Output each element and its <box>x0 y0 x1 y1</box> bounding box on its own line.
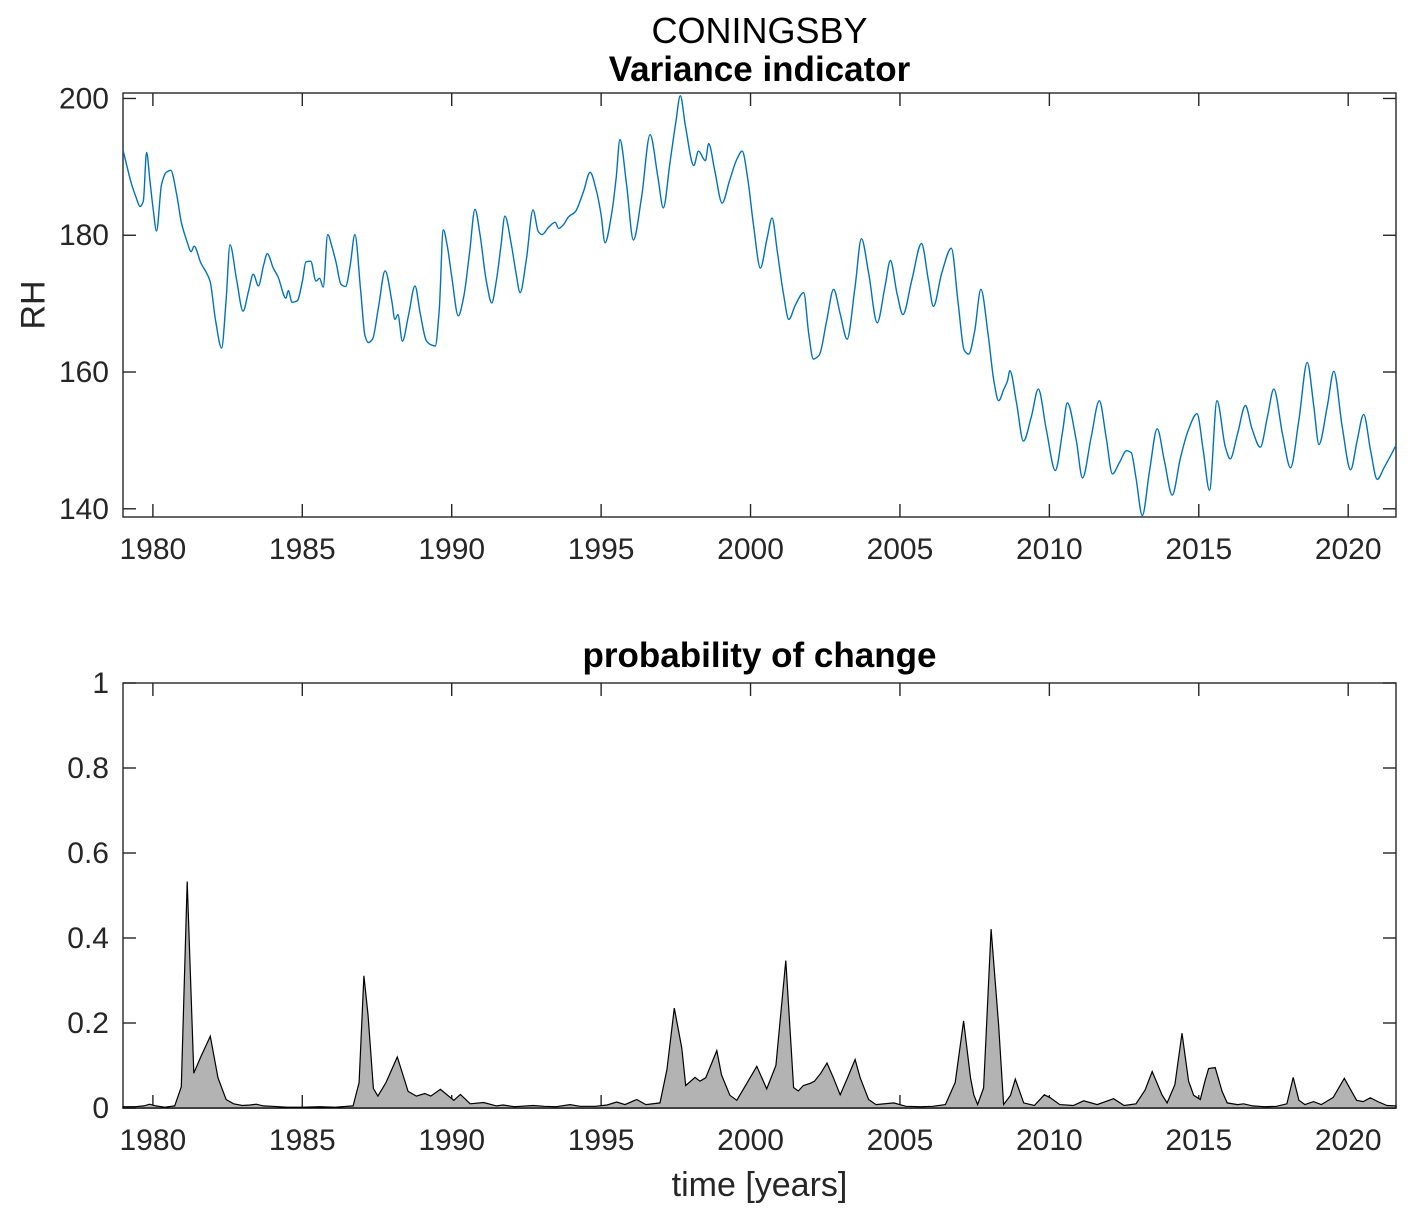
svg-text:1995: 1995 <box>568 533 635 566</box>
svg-text:160: 160 <box>59 356 109 389</box>
svg-text:2015: 2015 <box>1165 533 1232 566</box>
svg-text:1995: 1995 <box>568 1124 635 1157</box>
probability-area-series <box>122 881 1397 1109</box>
svg-text:0.6: 0.6 <box>67 837 109 870</box>
svg-text:2015: 2015 <box>1165 1124 1232 1157</box>
svg-text:1985: 1985 <box>269 1124 336 1157</box>
figure-title: CONINGSBY <box>651 10 868 51</box>
bottom-x-axis-label: time [years] <box>671 1166 848 1204</box>
svg-text:2010: 2010 <box>1016 1124 1083 1157</box>
svg-text:1990: 1990 <box>418 533 485 566</box>
svg-text:1985: 1985 <box>269 533 336 566</box>
rh-series-line <box>122 94 1397 517</box>
svg-text:1990: 1990 <box>418 1124 485 1157</box>
svg-text:0.2: 0.2 <box>67 1007 109 1040</box>
probability-of-change-plot-tick-labels: 1980 1985 1990 1995 2000 2005 2010 2015 2020 0 0.2… <box>67 667 1381 1157</box>
svg-text:1980: 1980 <box>120 533 187 566</box>
svg-text:1980: 1980 <box>120 1124 187 1157</box>
top-chart-title: Variance indicator <box>608 50 911 89</box>
svg-text:0: 0 <box>92 1092 109 1125</box>
probability-of-change-plot-axes <box>122 682 1397 1109</box>
svg-text:1: 1 <box>92 667 109 700</box>
variance-indicator-plot-axes <box>122 92 1397 518</box>
svg-text:180: 180 <box>59 219 109 252</box>
svg-text:2020: 2020 <box>1315 533 1382 566</box>
svg-text:2010: 2010 <box>1016 533 1083 566</box>
variance-indicator-plot-tick-labels: 1980 1985 1990 1995 2000 2005 2010 2015 2020 140 1… <box>59 82 1382 566</box>
svg-text:140: 140 <box>59 493 109 526</box>
bottom-chart-title: probability of change <box>582 636 937 675</box>
svg-text:2020: 2020 <box>1315 1124 1382 1157</box>
svg-text:0.4: 0.4 <box>67 922 109 955</box>
svg-text:2000: 2000 <box>717 1124 784 1157</box>
svg-text:200: 200 <box>59 82 109 115</box>
svg-text:2005: 2005 <box>867 1124 934 1157</box>
svg-text:2005: 2005 <box>867 533 934 566</box>
svg-text:2000: 2000 <box>717 533 784 566</box>
svg-text:0.8: 0.8 <box>67 752 109 785</box>
